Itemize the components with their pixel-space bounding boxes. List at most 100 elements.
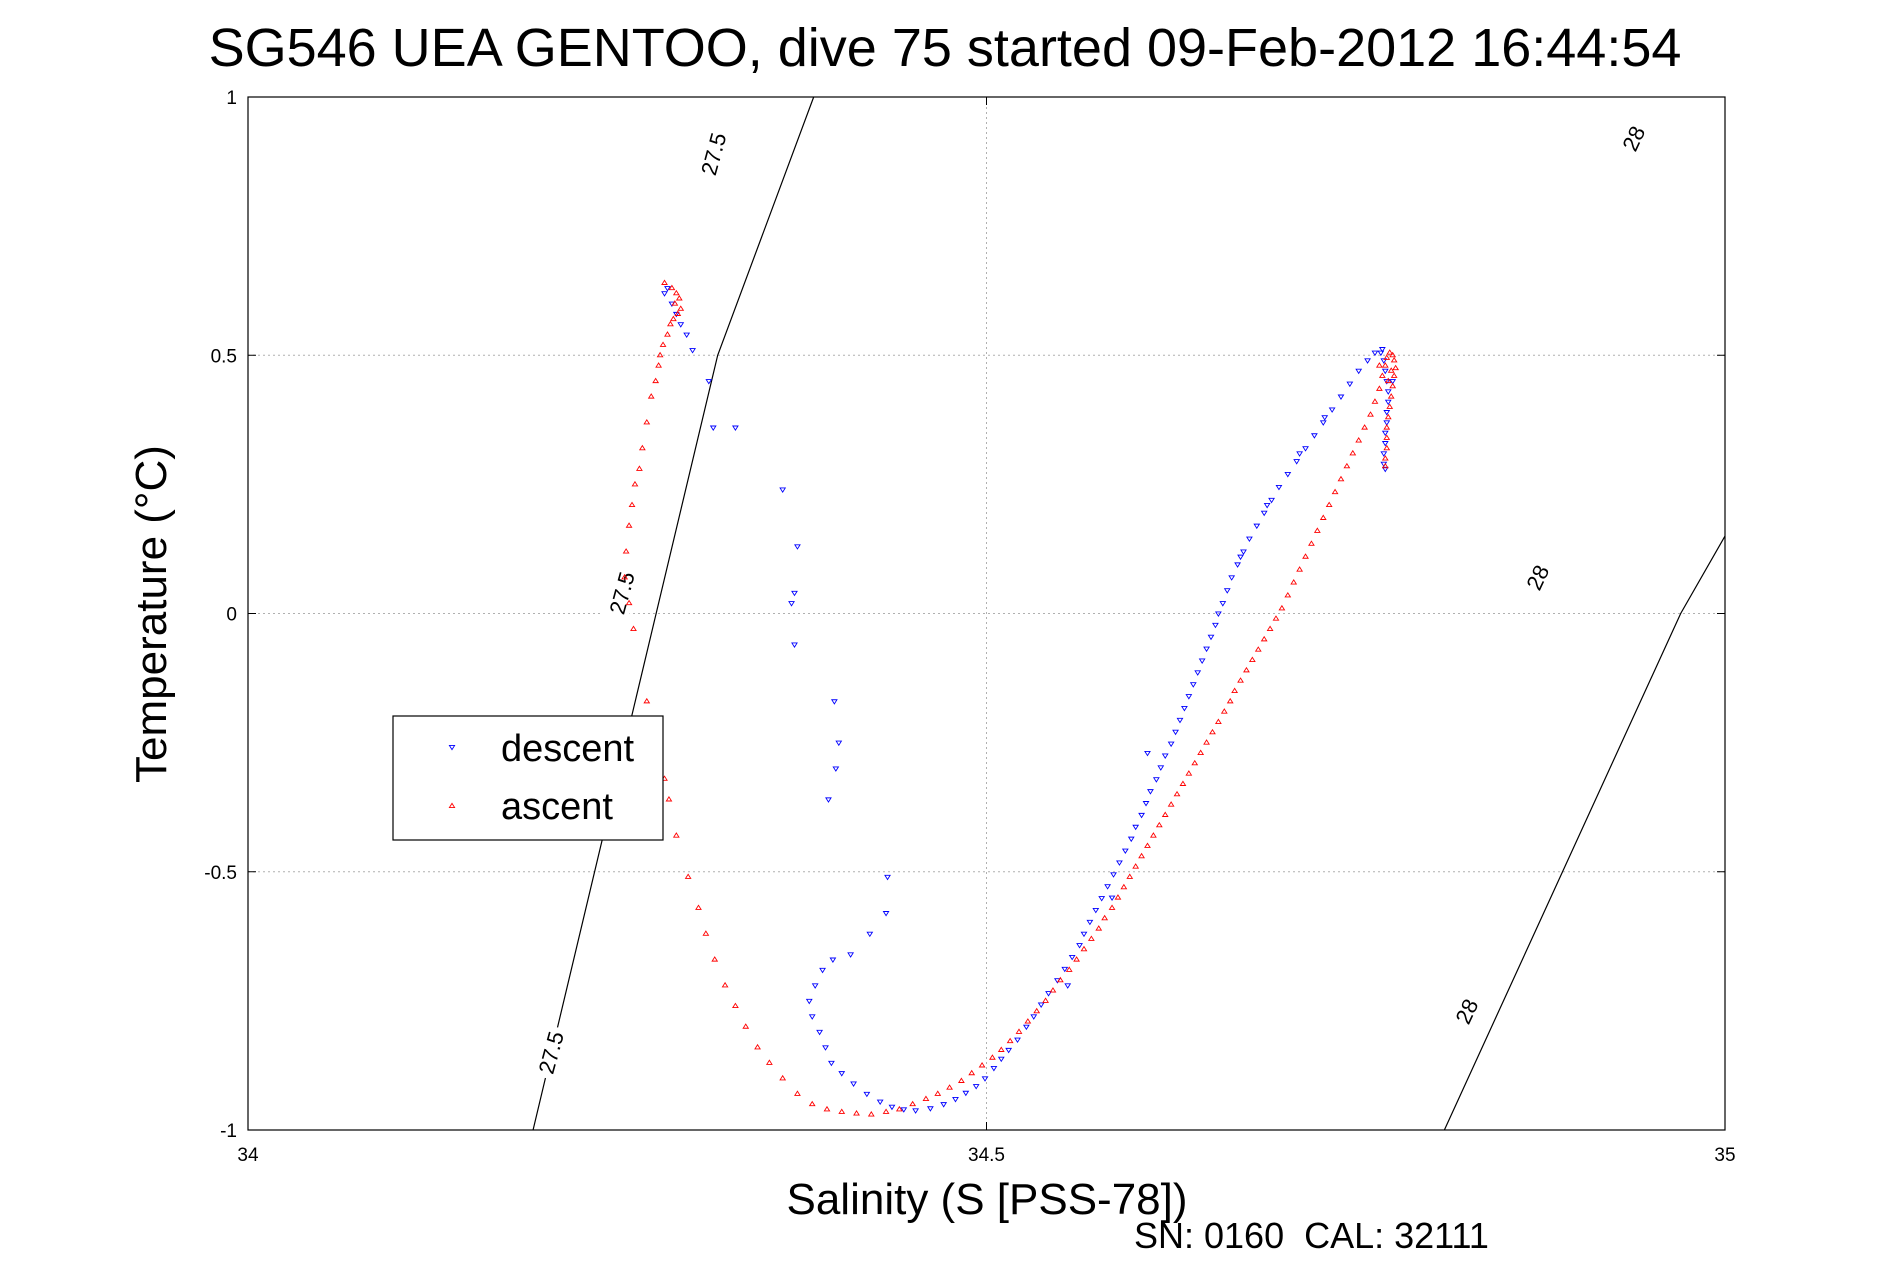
isopycnal-label-bg xyxy=(531,1024,571,1082)
isopycnal-line xyxy=(1443,535,1726,1131)
ascent-point xyxy=(1101,914,1109,921)
descent-point xyxy=(779,487,787,493)
ascent-point xyxy=(1006,1037,1014,1044)
descent-point xyxy=(1381,441,1389,447)
descent-point xyxy=(1172,729,1179,736)
descent-point xyxy=(1086,919,1094,926)
ascent-point xyxy=(1296,566,1304,572)
legend-ascent-marker xyxy=(448,802,456,809)
grid-lines xyxy=(248,97,1725,1130)
isopycnal-label-bg xyxy=(1514,548,1561,607)
ascent-point xyxy=(1375,362,1383,368)
descent-point xyxy=(832,766,840,772)
descent-point xyxy=(1214,611,1222,617)
ascent-point xyxy=(664,331,671,337)
ascent-point xyxy=(754,1043,761,1050)
descent-point xyxy=(709,425,717,432)
ascent-point xyxy=(1272,615,1280,621)
ascent-point xyxy=(1254,646,1262,652)
descent-point xyxy=(1310,433,1318,439)
descent-point xyxy=(1212,622,1219,629)
y-axis-ticks: 1 0.5 0 -0.5 -1 xyxy=(204,88,1725,1142)
ascent-point xyxy=(779,1074,787,1081)
ascent-point xyxy=(1209,728,1216,735)
ascent-point xyxy=(677,305,685,311)
ascent-point xyxy=(684,873,692,879)
descent-point xyxy=(1185,694,1193,700)
ascent-point xyxy=(988,1054,996,1060)
descent-point xyxy=(805,998,813,1005)
legend-item-ascent: ascent xyxy=(448,786,613,828)
ascent-point xyxy=(1114,894,1122,900)
ascent-point xyxy=(702,930,710,936)
ascent-point xyxy=(1167,801,1175,807)
y-axis-label: Temperature (°C) xyxy=(127,445,176,783)
descent-point xyxy=(1138,812,1145,819)
descent-point xyxy=(1346,381,1354,388)
ascent-point xyxy=(668,284,676,291)
descent-point xyxy=(1378,347,1386,353)
ascent-point xyxy=(1049,987,1057,993)
ascent-point xyxy=(711,956,719,962)
ascent-point xyxy=(867,1111,875,1117)
ascent-point xyxy=(895,1105,903,1112)
ascent-point xyxy=(1237,677,1244,683)
descent-point xyxy=(1203,646,1210,653)
ascent-point xyxy=(1361,424,1369,430)
descent-point xyxy=(1263,503,1271,509)
descent-point xyxy=(1371,350,1379,357)
descent-point xyxy=(1381,466,1389,473)
descent-point xyxy=(1319,420,1327,426)
descent-point xyxy=(1080,931,1088,938)
descent-point xyxy=(1296,451,1304,457)
descent-point xyxy=(981,1076,989,1082)
instrument-footer: SN: 0160 CAL: 32111 xyxy=(1134,1215,1489,1256)
ascent-point xyxy=(946,1084,953,1090)
descent-point xyxy=(1245,536,1253,543)
ascent-point xyxy=(882,1108,890,1114)
descent-point xyxy=(1268,497,1275,504)
ascent-point xyxy=(1290,579,1298,585)
ascent-point xyxy=(1392,364,1400,371)
descent-point xyxy=(997,1056,1005,1063)
descent-point xyxy=(811,983,819,989)
ascent-point xyxy=(1390,372,1398,378)
ascent-point xyxy=(909,1100,917,1107)
x-axis-label: Salinity (S [PSS-78]) xyxy=(786,1175,1187,1224)
ascent-point xyxy=(731,1002,739,1009)
ascent-point xyxy=(1386,403,1394,409)
descent-point xyxy=(1321,415,1329,421)
descent-point xyxy=(1152,777,1160,783)
ascent-point xyxy=(765,1059,773,1065)
descent-point xyxy=(731,425,739,432)
ascent-point xyxy=(1266,625,1274,632)
ascent-point xyxy=(621,573,629,580)
legend-label-descent: descent xyxy=(501,728,635,770)
descent-point xyxy=(1176,717,1184,724)
ascent-point xyxy=(978,1061,986,1068)
descent-point xyxy=(672,311,680,318)
ascent-point xyxy=(794,1090,801,1096)
ascent-point xyxy=(1381,362,1389,368)
ascent-point xyxy=(997,1046,1005,1052)
ascent-point xyxy=(1381,462,1389,469)
ascent-point xyxy=(1313,527,1321,533)
ascent-point xyxy=(643,697,651,704)
descent-point xyxy=(664,286,671,292)
descent-point xyxy=(888,1104,896,1111)
descent-point xyxy=(1157,765,1165,771)
ascent-point xyxy=(1226,697,1234,704)
ascent-point xyxy=(1231,687,1239,693)
descent-point xyxy=(850,1081,857,1087)
ascent-point xyxy=(667,320,674,327)
y-tick-label: -1 xyxy=(220,1121,237,1142)
legend-marker-descent xyxy=(448,744,456,751)
ascent-point xyxy=(635,465,643,471)
ascent-point xyxy=(1384,413,1392,420)
ascent-point xyxy=(672,832,680,838)
legend-box xyxy=(392,715,664,841)
descent-point xyxy=(1132,824,1140,831)
descent-points xyxy=(661,286,1397,1114)
descent-point xyxy=(882,911,890,917)
